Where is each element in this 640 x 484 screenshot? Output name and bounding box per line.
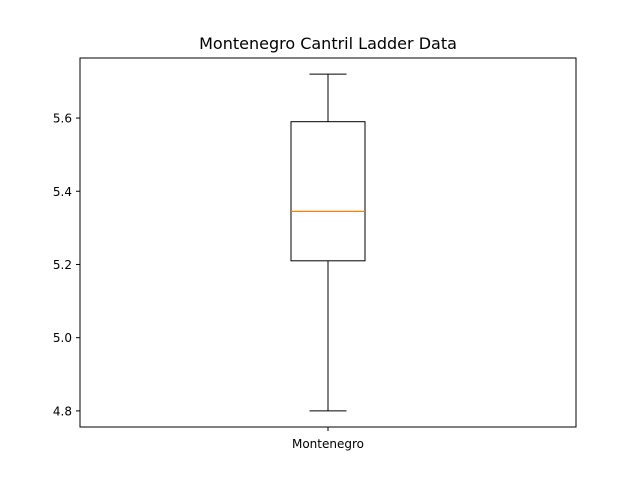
x-axis: Montenegro xyxy=(292,427,364,451)
x-tick-label: Montenegro xyxy=(292,437,364,451)
y-tick-label: 5.0 xyxy=(53,331,72,345)
y-tick-label: 5.2 xyxy=(53,258,72,272)
y-axis: 4.8 5.0 5.2 5.4 5.6 xyxy=(53,112,80,418)
y-tick-label: 5.4 xyxy=(53,185,72,199)
y-tick-label: 4.8 xyxy=(53,404,72,418)
y-tick-label: 5.6 xyxy=(53,112,72,126)
chart-title: Montenegro Cantril Ladder Data xyxy=(199,34,457,53)
iqr-box xyxy=(290,121,366,262)
boxes-layer xyxy=(290,73,366,412)
box-montenegro xyxy=(290,73,366,412)
plot-frame xyxy=(79,57,577,428)
